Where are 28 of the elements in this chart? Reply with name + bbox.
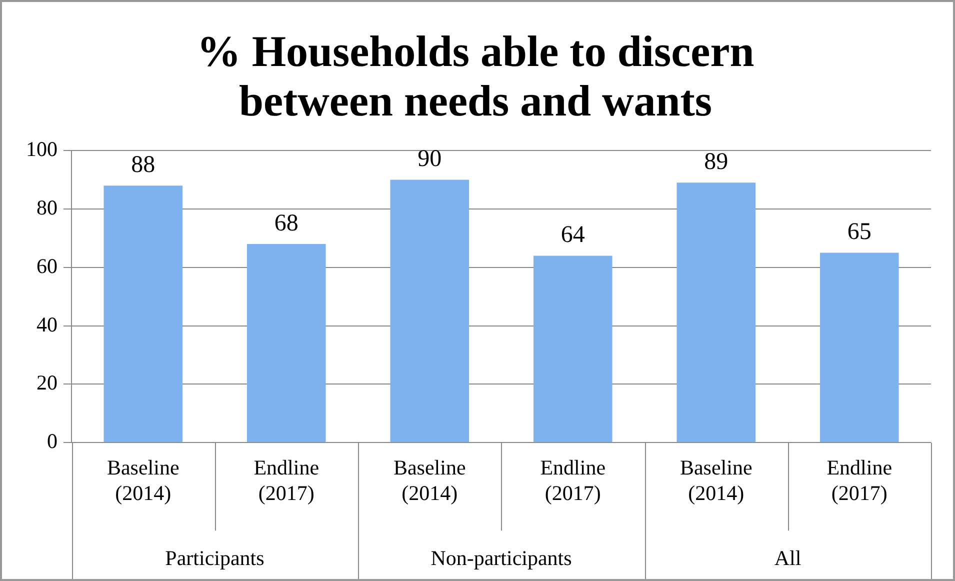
bar — [246, 244, 326, 442]
text: All — [774, 546, 802, 570]
data-label: 64 — [560, 222, 585, 248]
x-tick-label: Endline (2017) — [540, 456, 606, 505]
bar — [676, 182, 756, 442]
x-tick-label: Baseline (2014) — [393, 456, 466, 505]
text: Non-participants — [430, 546, 572, 570]
x-tick-label: Endline (2017) — [826, 456, 892, 505]
bar — [390, 180, 470, 442]
y-tick-label: 100 — [26, 137, 58, 162]
data-label: 68 — [274, 210, 298, 236]
x-tick-label: Baseline (2014) — [680, 456, 752, 505]
bar — [820, 252, 899, 442]
y-tick-label: 40 — [36, 312, 58, 336]
x-tick-label: Endline (2017) — [254, 456, 320, 505]
data-label: 89 — [704, 148, 728, 175]
x-tick-label: Baseline (2014) — [106, 456, 180, 505]
bar — [533, 256, 612, 442]
data-label: 90 — [418, 146, 442, 172]
y-tick-label: 60 — [36, 254, 58, 278]
y-tick-label: 0 — [47, 429, 58, 454]
chart-title: % Households able to discern between needs and wants — [196, 27, 754, 126]
text: Participants — [165, 546, 264, 570]
data-label: 65 — [847, 219, 872, 246]
y-tick-label: 20 — [36, 370, 58, 395]
y-tick-label: 80 — [36, 195, 58, 220]
bar — [104, 186, 183, 442]
data-label: 88 — [131, 152, 156, 178]
